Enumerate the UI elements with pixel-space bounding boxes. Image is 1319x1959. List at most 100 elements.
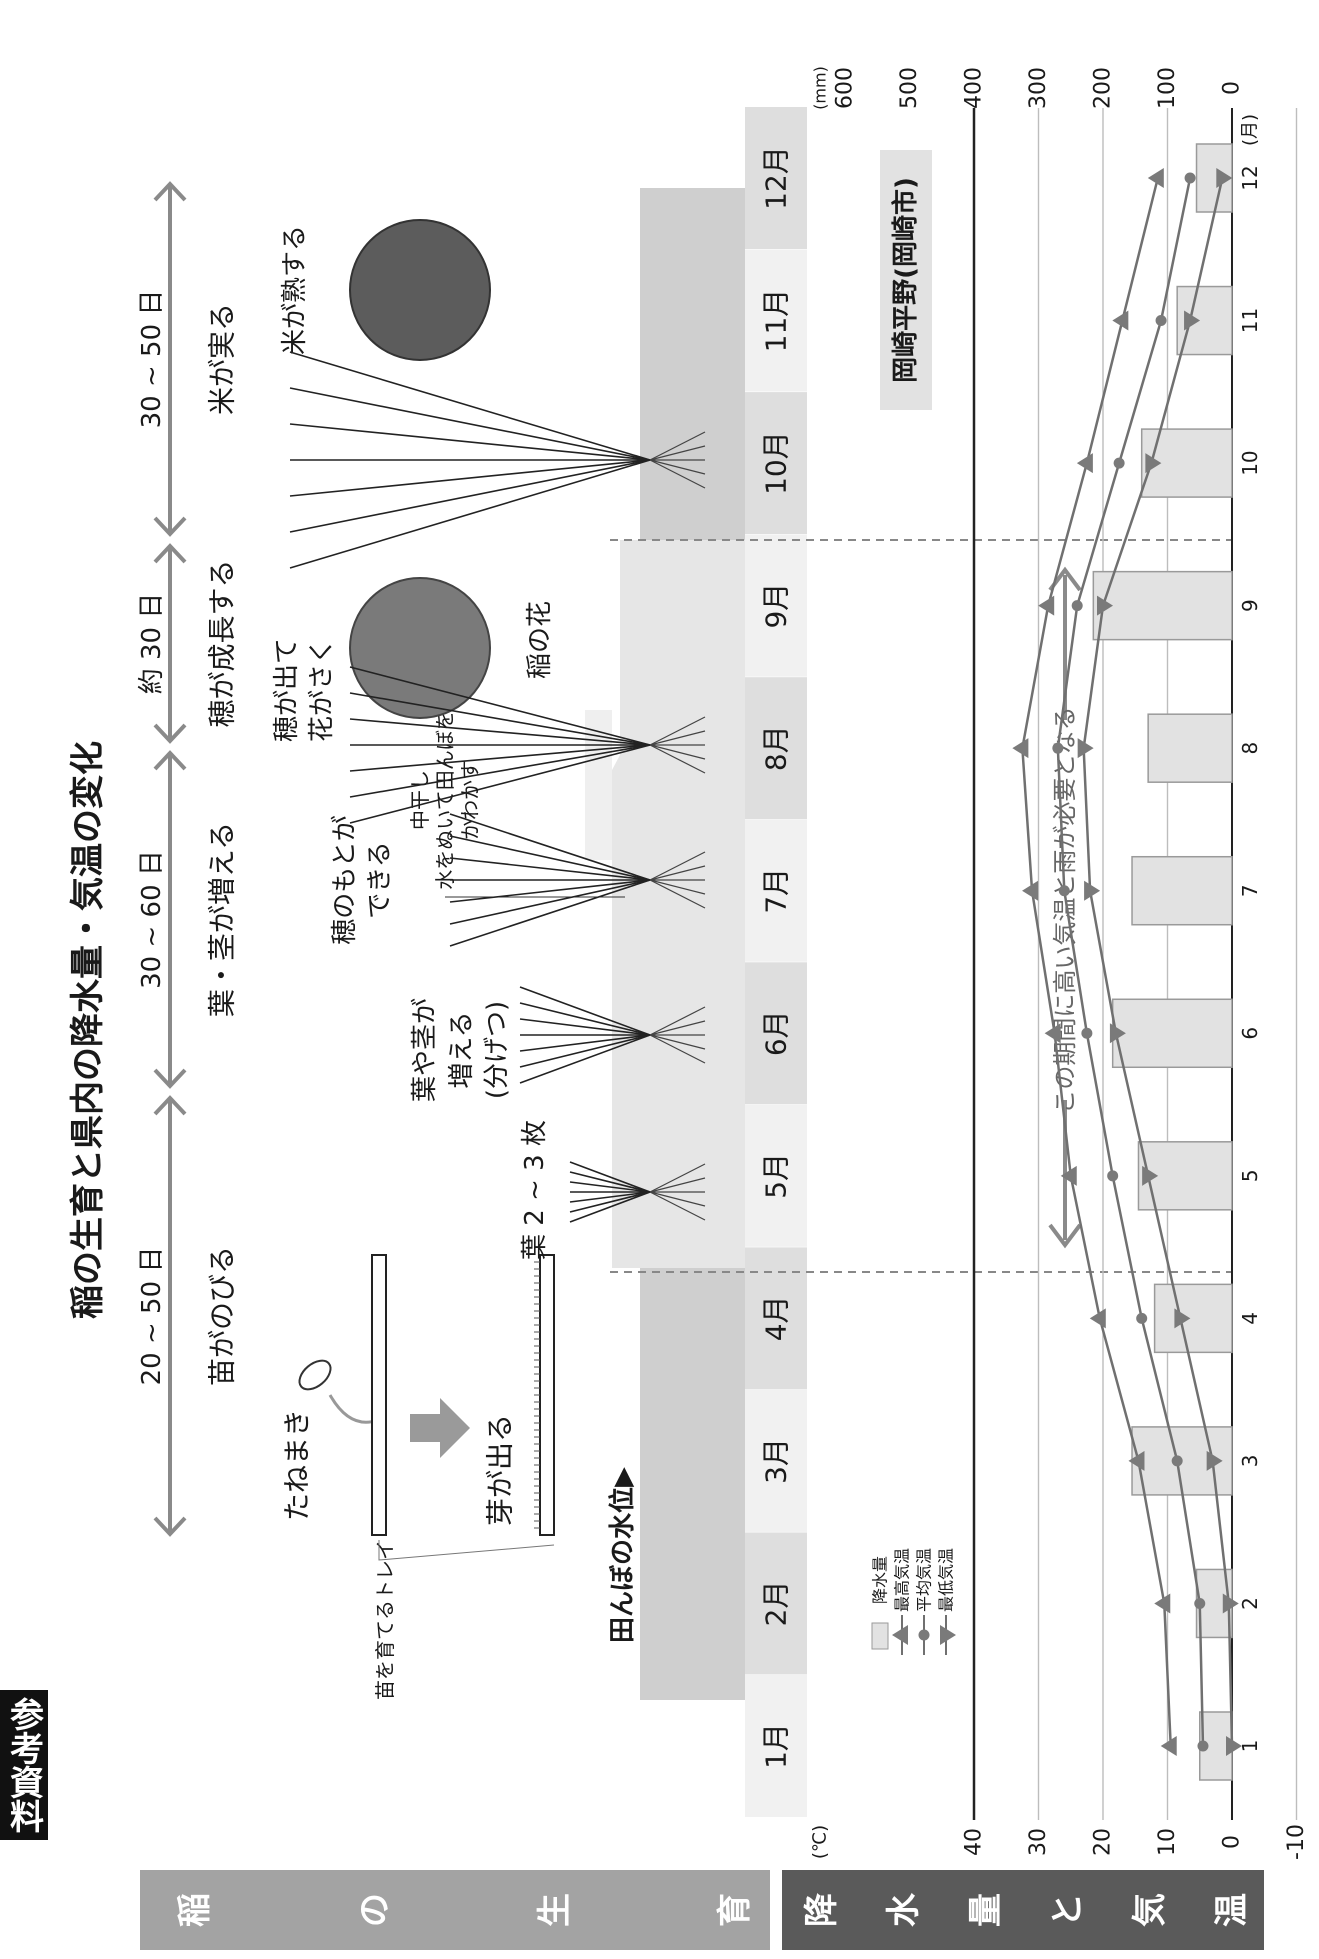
note-arrow-head bbox=[1048, 1223, 1082, 1249]
heading-label-1: 穂が出て bbox=[272, 638, 302, 742]
leaves-23-label: 葉 2 ~ 3 枚 bbox=[520, 1120, 550, 1260]
tray-before bbox=[371, 1254, 387, 1536]
stage-duration: 30 ~ 60 日 bbox=[137, 850, 167, 989]
plant-root bbox=[649, 1034, 706, 1050]
month-number: 2 bbox=[1238, 1597, 1262, 1610]
month-label: 11月 bbox=[760, 289, 793, 353]
plant-stem bbox=[569, 1191, 651, 1223]
climate-header-char: 降 bbox=[802, 1892, 842, 1927]
plant-root bbox=[649, 879, 706, 909]
series-point bbox=[1206, 1450, 1223, 1471]
plant-stem bbox=[569, 1171, 651, 1193]
flower-photo bbox=[350, 578, 490, 718]
plant-stem bbox=[349, 666, 651, 746]
growth-header-char: 育 bbox=[715, 1893, 755, 1927]
series-point bbox=[1136, 1312, 1148, 1324]
plant-stem bbox=[349, 692, 651, 746]
climate-header-char: 量 bbox=[966, 1893, 1006, 1927]
plant-root bbox=[649, 1020, 706, 1036]
series-point bbox=[1112, 310, 1129, 331]
plant-ripe bbox=[289, 351, 706, 569]
plant-root bbox=[649, 459, 706, 489]
month-band bbox=[745, 392, 807, 535]
plant-stem bbox=[289, 459, 651, 497]
series-point bbox=[1216, 168, 1233, 188]
month-band bbox=[745, 534, 807, 677]
stage-arrow-head bbox=[153, 723, 187, 744]
month-label: 12月 bbox=[760, 146, 793, 210]
month-label: 1月 bbox=[760, 1723, 793, 1769]
flower-label: 稲の花 bbox=[525, 601, 555, 679]
stage-label: 穂が成長する bbox=[206, 559, 239, 727]
series-point bbox=[1071, 600, 1083, 612]
month-number: 4 bbox=[1238, 1312, 1262, 1325]
series-point bbox=[1128, 1450, 1145, 1471]
stage-arrow-head bbox=[153, 750, 187, 771]
plant-stem bbox=[289, 459, 651, 569]
plant-stem bbox=[519, 986, 651, 1036]
month-label: 6月 bbox=[760, 1010, 793, 1056]
series-point bbox=[1058, 885, 1070, 897]
plant-heading bbox=[349, 666, 706, 824]
series-point bbox=[1022, 880, 1039, 901]
stage-label: 葉・茎が増える bbox=[206, 822, 239, 1017]
stage-arrow-head bbox=[153, 516, 187, 537]
seed-arrow bbox=[328, 1394, 379, 1424]
plant-stem bbox=[449, 835, 651, 881]
nakaboshi-label-1: 中干し bbox=[408, 770, 432, 830]
plant-stem bbox=[349, 744, 651, 798]
sprout-label: 芽が出る bbox=[484, 1414, 517, 1526]
plant-stem bbox=[289, 459, 651, 533]
plant-root bbox=[649, 851, 706, 881]
month-number: 3 bbox=[1238, 1455, 1262, 1468]
rainfall-bar bbox=[1111, 998, 1233, 1069]
legend-swatch-marker bbox=[918, 1629, 930, 1641]
ripe-photo-ring bbox=[349, 219, 491, 361]
plant-stem bbox=[519, 1034, 651, 1052]
plant-panicle bbox=[449, 813, 706, 947]
plant-stem bbox=[289, 387, 651, 461]
panicle-label-1: 穂のもとが bbox=[330, 815, 360, 944]
series-point bbox=[1184, 310, 1201, 331]
month-number: 9 bbox=[1238, 599, 1262, 612]
legend-swatch-marker bbox=[940, 1625, 956, 1645]
climate-header-char: 気 bbox=[1130, 1893, 1170, 1927]
month-number: 1 bbox=[1238, 1740, 1262, 1753]
temp-axis-unit: (℃) bbox=[810, 1825, 831, 1859]
month-number: 12 bbox=[1238, 165, 1262, 190]
plant-stem bbox=[569, 1191, 651, 1203]
series-point bbox=[1174, 1308, 1191, 1329]
rainfall-bar bbox=[1147, 713, 1233, 783]
plant-root bbox=[649, 1034, 706, 1064]
month-number: 10 bbox=[1238, 450, 1262, 475]
series-point bbox=[1052, 742, 1064, 754]
plant-root bbox=[649, 1191, 706, 1207]
plant-stem bbox=[289, 351, 651, 461]
stage-arrow-head bbox=[153, 1095, 187, 1116]
temp-tick-label: 30 bbox=[1026, 1828, 1051, 1856]
plant-root bbox=[649, 1006, 706, 1036]
series-point bbox=[1160, 1736, 1177, 1756]
plant-root bbox=[649, 865, 706, 881]
series-point bbox=[1222, 1593, 1239, 1614]
growth-header-char: 生 bbox=[535, 1893, 575, 1927]
tray-arrow bbox=[410, 1398, 470, 1458]
series-point bbox=[1145, 453, 1162, 474]
series-point bbox=[1155, 315, 1167, 327]
stage-duration: 20 ~ 50 日 bbox=[137, 1247, 167, 1386]
rainfall-bar bbox=[1153, 1283, 1233, 1354]
month-label: 8月 bbox=[760, 725, 793, 771]
series-point bbox=[1109, 1023, 1126, 1044]
series-point bbox=[1076, 453, 1093, 474]
plant-root bbox=[649, 879, 706, 895]
rain-axis-unit: (mm) bbox=[811, 66, 830, 110]
series-point bbox=[1113, 457, 1125, 469]
stage-duration: 30 ~ 50 日 bbox=[137, 290, 167, 429]
climate-header-char: 温 bbox=[1212, 1893, 1252, 1927]
month-band bbox=[745, 819, 807, 962]
nakaboshi-label-3: かわかす bbox=[458, 760, 482, 840]
plant-root bbox=[649, 459, 706, 475]
chart-title: 稲の生育と県内の降水量・気温の変化 bbox=[68, 741, 108, 1319]
tray-pointer bbox=[378, 1540, 555, 1561]
